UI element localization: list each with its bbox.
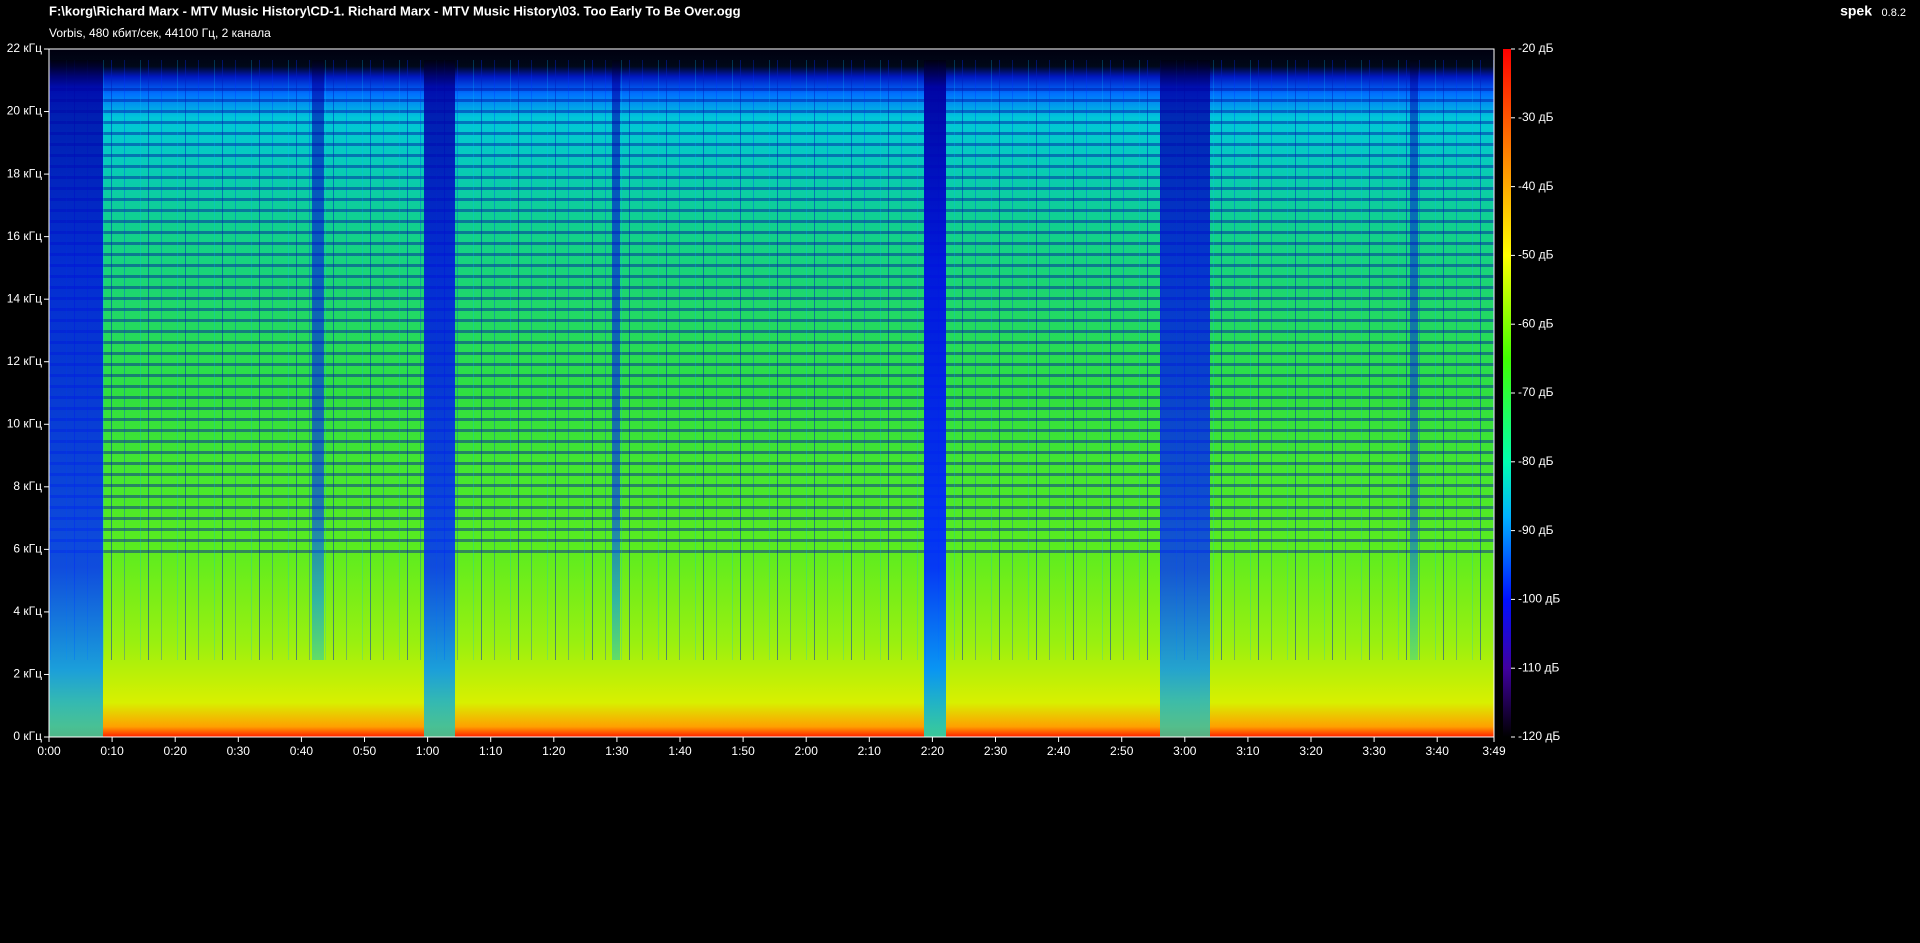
frequency-label: 20 кГц xyxy=(7,104,42,118)
time-label: 3:10 xyxy=(1236,744,1260,758)
plot-border xyxy=(48,48,1495,738)
spectrogram xyxy=(48,48,1495,738)
time-label: 0:10 xyxy=(100,744,124,758)
quiet-section xyxy=(424,60,455,737)
level-label: -90 дБ xyxy=(1518,523,1554,537)
level-label: -40 дБ xyxy=(1518,179,1554,193)
time-label: 0:50 xyxy=(353,744,377,758)
frequency-label: 6 кГц xyxy=(13,542,42,556)
quiet-section xyxy=(312,60,324,660)
quiet-section xyxy=(924,60,946,737)
frequency-label: 8 кГц xyxy=(13,479,42,493)
time-label: 1:00 xyxy=(416,744,440,758)
level-colorbar xyxy=(1503,49,1511,737)
level-label: -80 дБ xyxy=(1518,454,1554,468)
level-label: -100 дБ xyxy=(1518,592,1560,606)
app-name: spek xyxy=(1840,3,1872,19)
quiet-section xyxy=(49,60,103,737)
level-label: -60 дБ xyxy=(1518,316,1554,330)
time-label: 1:50 xyxy=(731,744,755,758)
level-label: -120 дБ xyxy=(1518,729,1560,743)
level-label: -20 дБ xyxy=(1518,41,1554,55)
level-label: -30 дБ xyxy=(1518,110,1554,124)
spectrogram-texture xyxy=(49,60,1494,660)
axes: 0 кГц 2 кГц 4 кГц 6 кГц 8 кГц 10 кГц 12 кГц 14 … xyxy=(7,41,1561,758)
time-label: 0:30 xyxy=(227,744,251,758)
app-version: 0.8.2 xyxy=(1882,7,1906,19)
frequency-label: 14 кГц xyxy=(7,291,42,305)
time-label: 2:50 xyxy=(1110,744,1134,758)
frequency-label: 10 кГц xyxy=(7,416,42,430)
time-label: 3:49 xyxy=(1482,744,1506,758)
frequency-label: 16 кГц xyxy=(7,229,42,243)
level-label: -70 дБ xyxy=(1518,385,1554,399)
time-label: 0:00 xyxy=(37,744,61,758)
quiet-section xyxy=(1160,60,1210,737)
frequency-label: 12 кГц xyxy=(7,354,42,368)
time-label: 2:20 xyxy=(921,744,945,758)
quiet-section xyxy=(612,60,620,660)
quiet-section xyxy=(1410,60,1418,660)
time-label: 2:10 xyxy=(858,744,882,758)
time-label: 2:00 xyxy=(795,744,819,758)
level-label: -110 дБ xyxy=(1518,660,1559,674)
file-path: F:\korg\Richard Marx - MTV Music History… xyxy=(49,3,741,18)
time-label: 3:20 xyxy=(1299,744,1323,758)
time-label: 2:30 xyxy=(984,744,1008,758)
stream-info: Vorbis, 480 кбит/сек, 44100 Гц, 2 канала xyxy=(49,26,271,40)
time-label: 1:40 xyxy=(668,744,692,758)
time-label: 3:30 xyxy=(1362,744,1386,758)
time-label: 3:00 xyxy=(1173,744,1197,758)
time-label: 1:30 xyxy=(605,744,629,758)
time-label: 2:40 xyxy=(1047,744,1071,758)
frequency-label: 22 кГц xyxy=(7,41,42,55)
frequency-label: 18 кГц xyxy=(7,166,42,180)
time-label: 1:10 xyxy=(479,744,503,758)
time-label: 0:20 xyxy=(164,744,188,758)
frequency-label: 0 кГц xyxy=(13,729,42,743)
time-label: 3:40 xyxy=(1426,744,1450,758)
frequency-label: 2 кГц xyxy=(13,667,42,681)
time-label: 0:40 xyxy=(290,744,314,758)
level-label: -50 дБ xyxy=(1518,248,1554,262)
frequency-label: 4 кГц xyxy=(13,604,42,618)
time-label: 1:20 xyxy=(542,744,566,758)
